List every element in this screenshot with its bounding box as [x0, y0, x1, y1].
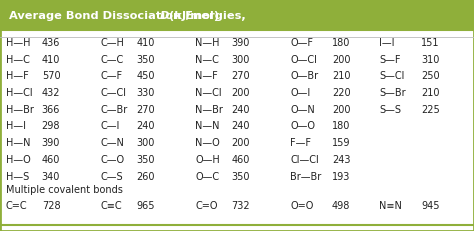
Text: 390: 390 [231, 38, 250, 48]
Text: 945: 945 [421, 200, 439, 210]
Text: 220: 220 [332, 88, 350, 98]
Text: 390: 390 [42, 137, 60, 148]
Text: Average Bond Dissociation Energies,: Average Bond Dissociation Energies, [9, 11, 249, 21]
Text: O—I: O—I [290, 88, 310, 98]
Text: 570: 570 [42, 71, 60, 81]
Text: H—S: H—S [6, 171, 29, 181]
Text: C≡C: C≡C [100, 200, 122, 210]
Text: N—O: N—O [195, 137, 220, 148]
Text: 240: 240 [231, 121, 250, 131]
Text: H—H: H—H [6, 38, 30, 48]
Text: 728: 728 [42, 200, 60, 210]
Text: N—C: N—C [195, 54, 219, 64]
Text: Cl—Cl: Cl—Cl [290, 154, 319, 164]
Text: 210: 210 [332, 71, 350, 81]
Text: 200: 200 [231, 88, 250, 98]
Text: 270: 270 [231, 71, 250, 81]
Text: S—Cl: S—Cl [379, 71, 405, 81]
Text: (kJ/mol): (kJ/mol) [165, 11, 219, 21]
Text: 210: 210 [421, 88, 439, 98]
Text: C—I: C—I [100, 121, 120, 131]
Text: N—F: N—F [195, 71, 218, 81]
Text: Multiple covalent bonds: Multiple covalent bonds [6, 185, 123, 195]
Text: C=O: C=O [195, 200, 218, 210]
Text: 366: 366 [42, 104, 60, 114]
Text: H—Br: H—Br [6, 104, 34, 114]
Text: Br—Br: Br—Br [290, 171, 321, 181]
Text: O—H: O—H [195, 154, 220, 164]
Text: 300: 300 [137, 137, 155, 148]
Text: C—N: C—N [100, 137, 124, 148]
Text: 151: 151 [421, 38, 439, 48]
Text: 260: 260 [137, 171, 155, 181]
Text: S—Br: S—Br [379, 88, 406, 98]
Text: 350: 350 [231, 171, 250, 181]
Text: C—C: C—C [100, 54, 124, 64]
Text: 243: 243 [332, 154, 350, 164]
Text: O—C: O—C [195, 171, 219, 181]
Text: 200: 200 [332, 54, 350, 64]
Text: 460: 460 [231, 154, 250, 164]
Text: 180: 180 [332, 38, 350, 48]
Text: C—Cl: C—Cl [100, 88, 127, 98]
Text: 965: 965 [137, 200, 155, 210]
Text: O=O: O=O [290, 200, 313, 210]
Text: S—S: S—S [379, 104, 401, 114]
Text: 180: 180 [332, 121, 350, 131]
Text: 298: 298 [42, 121, 60, 131]
Text: 350: 350 [137, 154, 155, 164]
Text: O—F: O—F [290, 38, 313, 48]
Text: 460: 460 [42, 154, 60, 164]
Text: H—Cl: H—Cl [6, 88, 32, 98]
Text: 732: 732 [231, 200, 250, 210]
Text: D: D [160, 11, 169, 21]
Text: 330: 330 [137, 88, 155, 98]
Text: F—F: F—F [290, 137, 311, 148]
Text: 498: 498 [332, 200, 350, 210]
Text: N—N: N—N [195, 121, 220, 131]
Text: 340: 340 [42, 171, 60, 181]
Text: N—H: N—H [195, 38, 220, 48]
Text: C—Br: C—Br [100, 104, 128, 114]
Text: 240: 240 [137, 121, 155, 131]
Text: 450: 450 [137, 71, 155, 81]
Text: H—C: H—C [6, 54, 29, 64]
Text: O—Cl: O—Cl [290, 54, 317, 64]
Text: C—S: C—S [100, 171, 123, 181]
Text: 225: 225 [421, 104, 440, 114]
Text: N—Cl: N—Cl [195, 88, 222, 98]
Text: 200: 200 [231, 137, 250, 148]
Text: H—O: H—O [6, 154, 30, 164]
Text: 350: 350 [137, 54, 155, 64]
Text: 250: 250 [421, 71, 439, 81]
Text: N≡N: N≡N [379, 200, 402, 210]
Text: C—F: C—F [100, 71, 123, 81]
Text: 432: 432 [42, 88, 60, 98]
Text: 410: 410 [137, 38, 155, 48]
Text: 436: 436 [42, 38, 60, 48]
Text: 270: 270 [137, 104, 155, 114]
Text: 200: 200 [332, 104, 350, 114]
Text: O—O: O—O [290, 121, 315, 131]
Text: H—I: H—I [6, 121, 26, 131]
Text: O—N: O—N [290, 104, 315, 114]
Text: H—F: H—F [6, 71, 28, 81]
Text: 300: 300 [231, 54, 250, 64]
Text: O—Br: O—Br [290, 71, 318, 81]
Text: I—I: I—I [379, 38, 395, 48]
Text: 159: 159 [332, 137, 350, 148]
Text: N—Br: N—Br [195, 104, 223, 114]
Text: H—N: H—N [6, 137, 30, 148]
Text: C=C: C=C [6, 200, 27, 210]
FancyBboxPatch shape [0, 0, 474, 31]
Text: 240: 240 [231, 104, 250, 114]
Text: 193: 193 [332, 171, 350, 181]
Text: C—H: C—H [100, 38, 124, 48]
Text: S—F: S—F [379, 54, 401, 64]
Text: 310: 310 [421, 54, 439, 64]
Text: 410: 410 [42, 54, 60, 64]
Text: C—O: C—O [100, 154, 125, 164]
